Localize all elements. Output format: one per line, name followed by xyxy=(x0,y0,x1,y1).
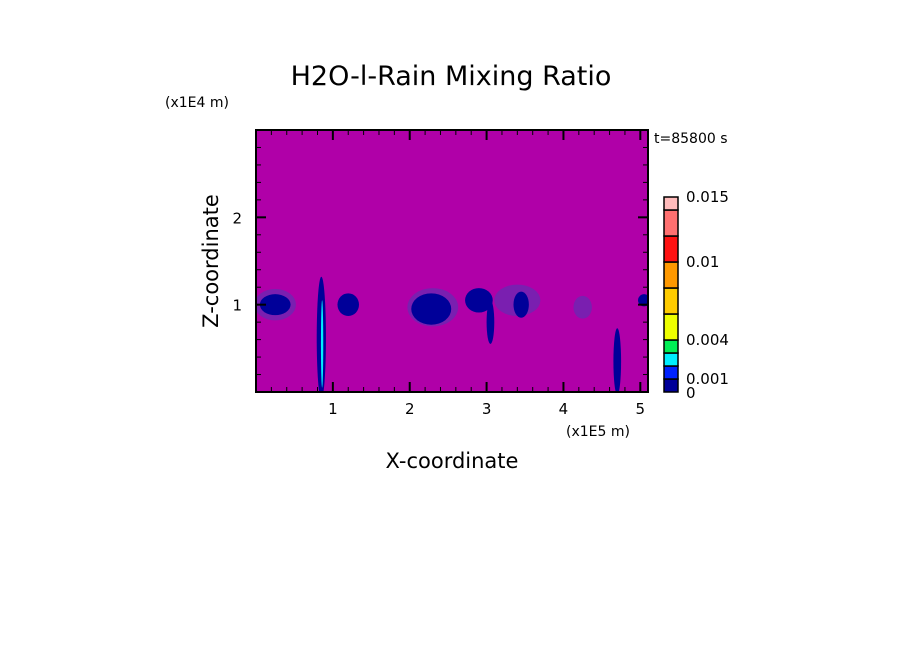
colorbar-label: 0 xyxy=(686,384,696,402)
colorbar-swatch xyxy=(663,352,679,367)
colorbar-swatch xyxy=(663,209,679,237)
x-tick-label: 2 xyxy=(405,400,415,418)
plot-area xyxy=(256,130,648,392)
x-axis-label: X-coordinate xyxy=(386,449,519,473)
rain-feature xyxy=(486,300,495,344)
colorbar-swatch xyxy=(663,235,679,263)
colorbar-swatch xyxy=(663,313,679,341)
x-tick-label: 5 xyxy=(636,400,646,418)
y-tick-label: 1 xyxy=(232,297,242,315)
y-unit-label: (x1E4 m) xyxy=(165,95,229,111)
y-axis-label: Z-coordinate xyxy=(199,194,223,328)
chart-title: H2O-l-Rain Mixing Ratio xyxy=(291,61,612,92)
colorbar-label: 0.015 xyxy=(686,188,729,206)
x-unit-label: (x1E5 m) xyxy=(566,424,630,440)
colorbar-swatch xyxy=(663,365,679,380)
time-label: t=85800 s xyxy=(654,131,728,147)
contour-features xyxy=(256,276,648,392)
axes: 1 2 3 4 5 1 2 xyxy=(232,129,649,418)
x-tick-label: 4 xyxy=(559,400,569,418)
rain-feature xyxy=(337,293,359,317)
rain-feature xyxy=(320,300,324,388)
colorbar-label: 0.004 xyxy=(686,331,729,349)
colorbar-label: 0.001 xyxy=(686,370,729,388)
plot-frame xyxy=(255,129,649,393)
rain-feature xyxy=(573,295,592,319)
rain-feature xyxy=(259,294,291,316)
y-tick-label: 2 xyxy=(232,209,242,227)
x-tick-label: 1 xyxy=(328,400,338,418)
rain-feature xyxy=(613,328,622,392)
colorbar: 00.001 0.004 0.01 0.015 xyxy=(663,188,729,402)
colorbar-label: 0.01 xyxy=(686,253,719,271)
colorbar-swatch xyxy=(663,287,679,315)
rain-feature xyxy=(513,291,529,318)
x-tick-label: 3 xyxy=(482,400,492,418)
colorbar-swatch xyxy=(663,261,679,289)
colorbar-swatch xyxy=(663,378,679,393)
rain-feature xyxy=(411,293,452,325)
rain-feature xyxy=(638,294,648,307)
colorbar-swatch xyxy=(663,339,679,354)
colorbar-swatch xyxy=(663,196,679,211)
rain-feature xyxy=(465,288,493,313)
plot-background xyxy=(256,130,648,392)
